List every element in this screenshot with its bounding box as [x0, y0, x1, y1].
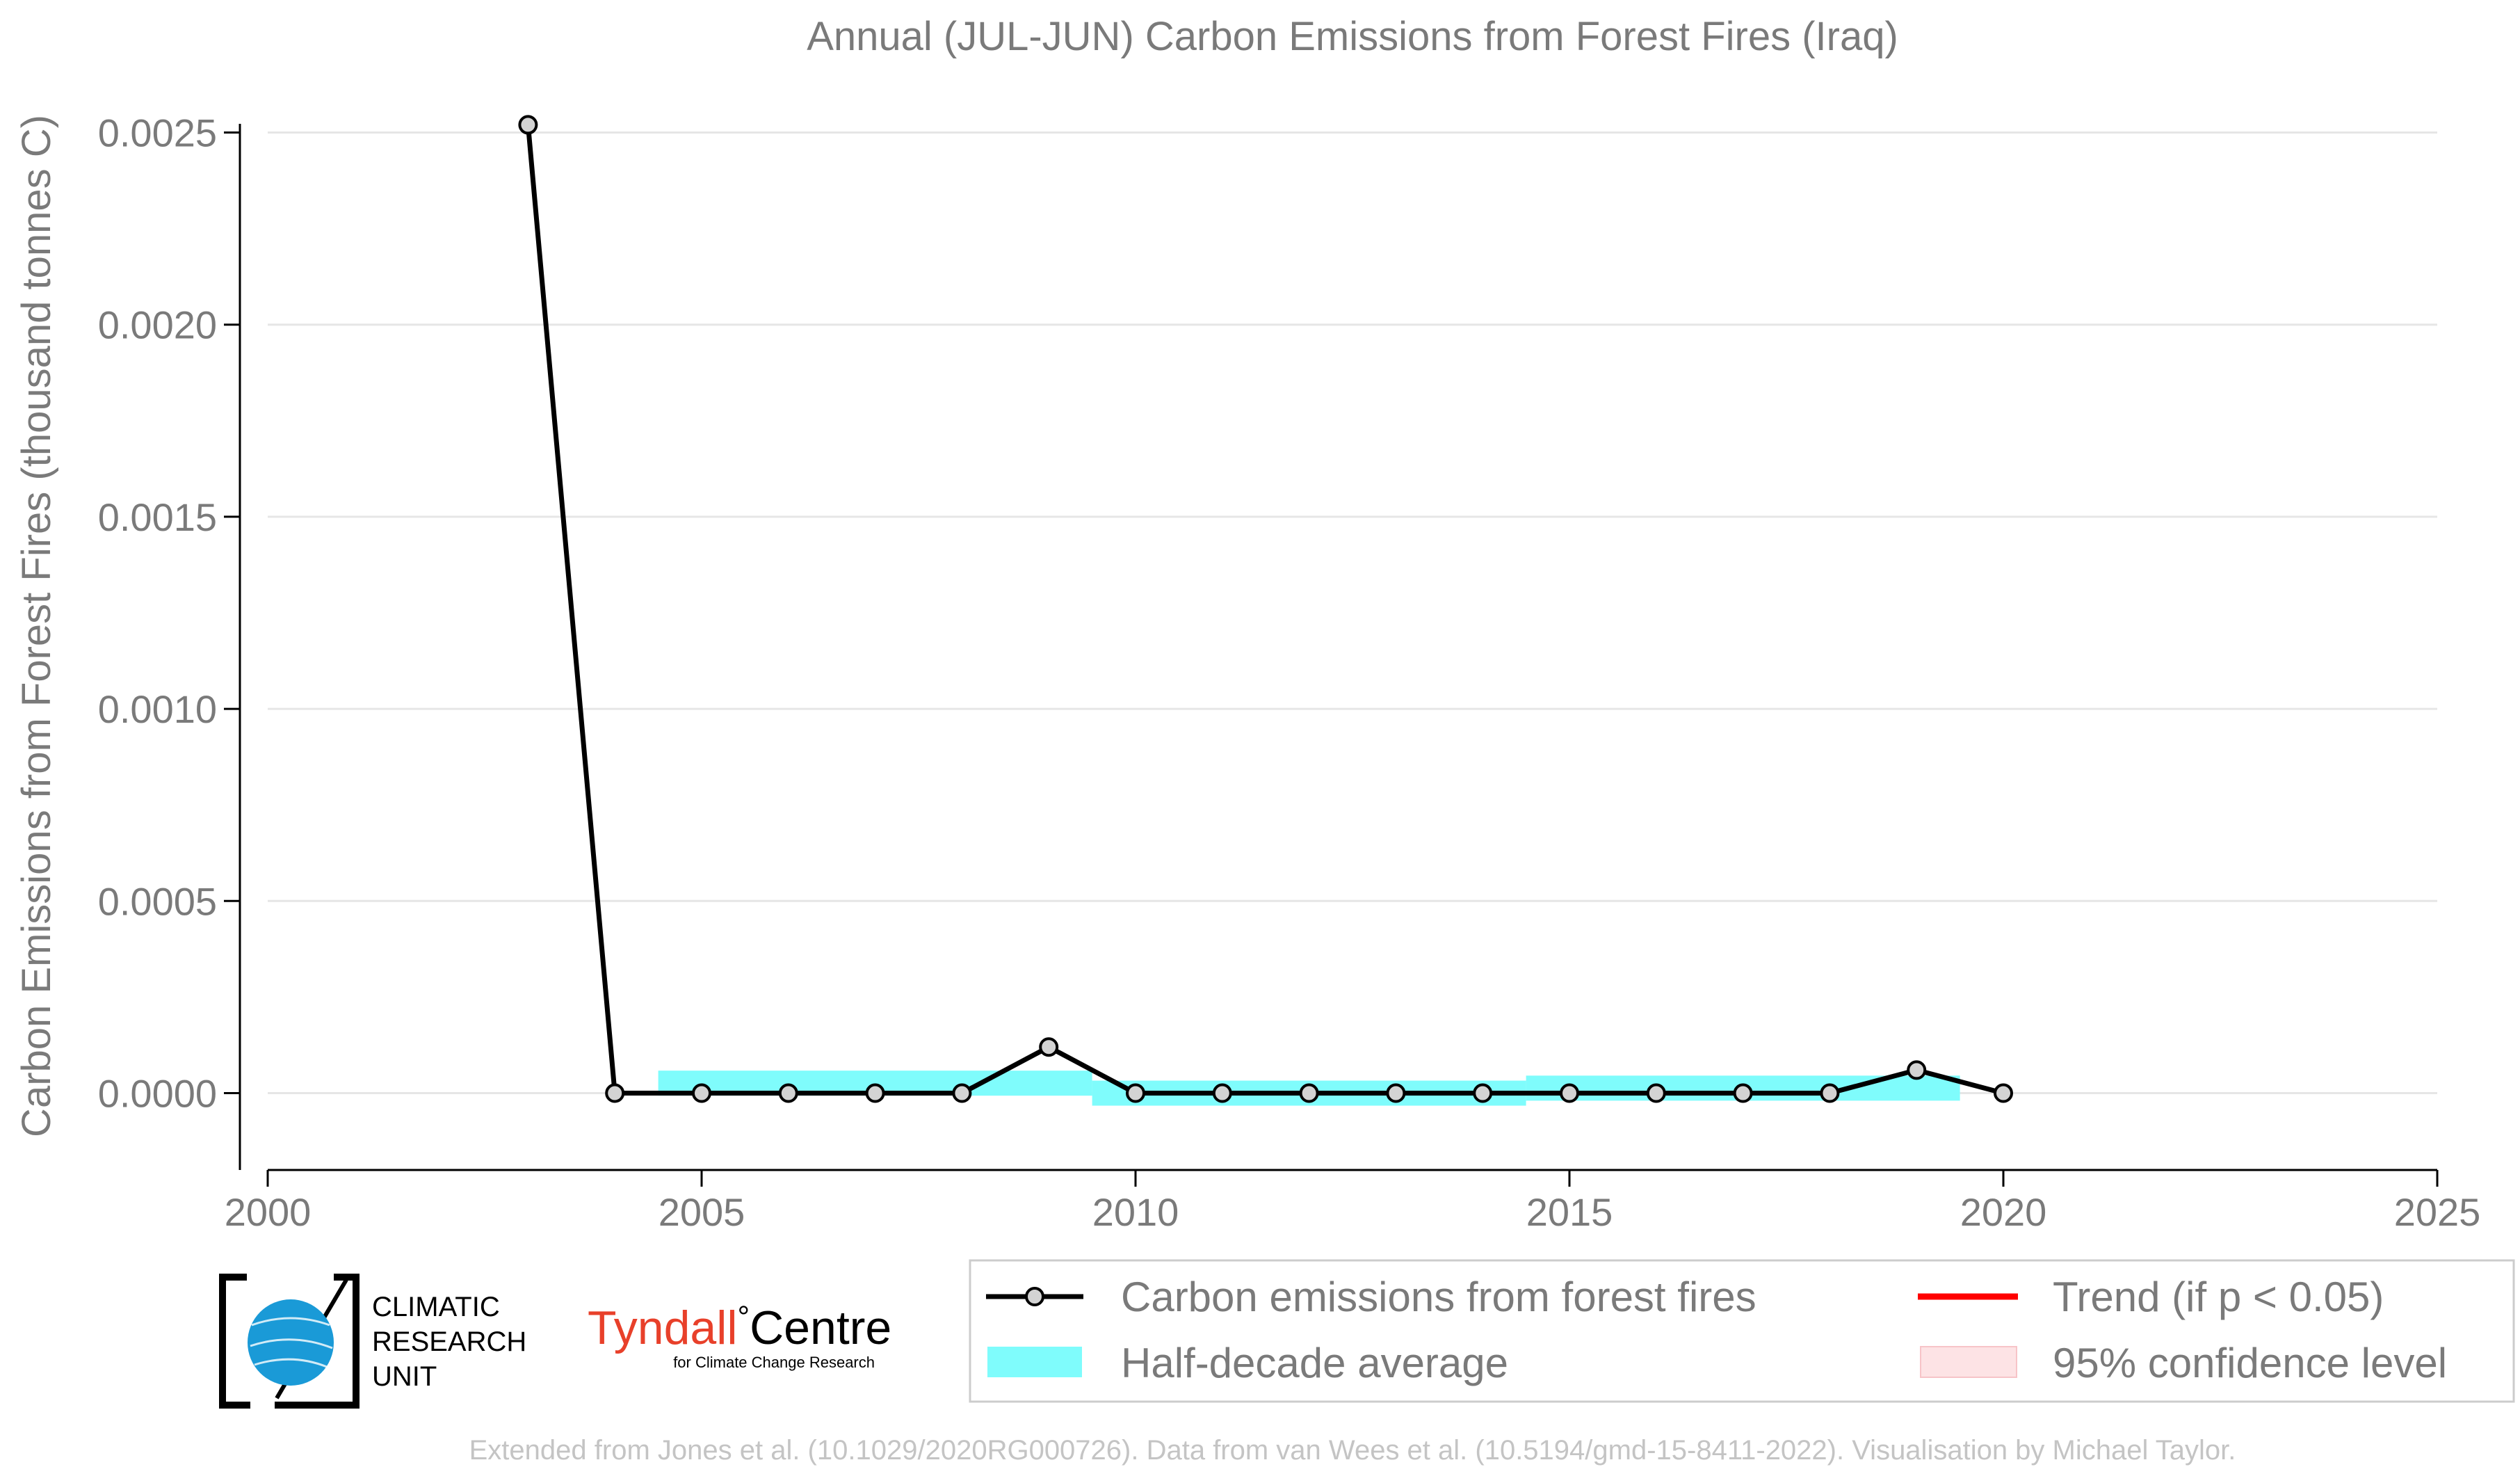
- legend-label-trend: Trend (if p < 0.05): [2053, 1274, 2384, 1320]
- x-tick-label: 2025: [2394, 1190, 2481, 1234]
- data-point: [1646, 1083, 1666, 1103]
- series-layer: [518, 115, 2013, 1103]
- tick-labels: 0.0000 0.0005 0.0010 0.0015 0.0020 0.0025 2000…: [98, 111, 2481, 1234]
- cru-logo-line3: UNIT: [372, 1361, 437, 1392]
- tyndall-logo-title: Tyndall°Centre: [588, 1300, 891, 1354]
- data-point: [1039, 1037, 1059, 1057]
- data-point: [1299, 1083, 1319, 1103]
- y-tick-label: 0.0025: [98, 111, 217, 154]
- footer-credits: Extended from Jones et al. (10.1029/2020…: [469, 1435, 2236, 1466]
- legend-label-series: Carbon emissions from forest fires: [1121, 1274, 1756, 1320]
- data-point: [1386, 1083, 1406, 1103]
- tyndall-name: Tyndall: [588, 1301, 737, 1354]
- data-point: [518, 115, 538, 135]
- data-point: [1126, 1083, 1145, 1103]
- data-point: [605, 1083, 625, 1103]
- data-point: [1473, 1083, 1493, 1103]
- y-tick-label: 0.0020: [98, 303, 217, 347]
- globe-lines: [250, 1317, 333, 1368]
- x-tick-label: 2010: [1092, 1190, 1179, 1234]
- tyndall-logo-subtitle: for Climate Change Research: [673, 1354, 875, 1371]
- y-axis-label: Carbon Emissions from Forest Fires (thou…: [14, 115, 59, 1137]
- legend-frame: [969, 1259, 2515, 1403]
- y-tick-label: 0.0005: [98, 879, 217, 923]
- legend-label-half-decade: Half-decade average: [1121, 1340, 1508, 1386]
- axes: [224, 124, 2439, 1187]
- tyndall-centre: Centre: [750, 1301, 891, 1354]
- grid-lines: [268, 131, 2437, 1095]
- x-tick-label: 2005: [659, 1190, 745, 1234]
- cru-logo-frame: [219, 1274, 360, 1409]
- legend-label-confidence: 95% confidence level: [2053, 1340, 2447, 1386]
- data-point: [692, 1083, 711, 1103]
- tyndall-degree: °: [737, 1300, 750, 1334]
- cru-logo: CLIMATIC RESEARCH UNIT: [219, 1274, 526, 1409]
- x-tick-label: 2015: [1526, 1190, 1613, 1234]
- data-point: [1994, 1083, 2013, 1103]
- data-point: [1907, 1060, 1927, 1080]
- cru-logo-line1: CLIMATIC: [372, 1292, 500, 1322]
- data-point: [778, 1083, 798, 1103]
- legend-marker-series: [1025, 1287, 1044, 1306]
- cru-logo-line2: RESEARCH: [372, 1326, 526, 1357]
- y-tick-label: 0.0015: [98, 495, 217, 539]
- y-tick-label: 0.0000: [98, 1072, 217, 1116]
- data-point: [1212, 1083, 1232, 1103]
- legend-swatch-confidence: [1920, 1346, 2017, 1378]
- data-point: [1820, 1083, 1840, 1103]
- data-point: [1560, 1083, 1579, 1103]
- series-line: [525, 125, 2004, 1096]
- tyndall-logo: Tyndall°Centre for Climate Change Resear…: [588, 1300, 891, 1371]
- legend: Carbon emissions from forest fires Trend…: [969, 1259, 2515, 1403]
- data-point: [865, 1083, 885, 1103]
- chart-title: Annual (JUL-JUN) Carbon Emissions from F…: [807, 14, 1898, 59]
- data-point: [1733, 1083, 1753, 1103]
- legend-swatch-half-decade: [987, 1347, 1082, 1377]
- x-tick-label: 2020: [1960, 1190, 2047, 1234]
- x-tick-label: 2000: [225, 1190, 312, 1234]
- y-tick-label: 0.0010: [98, 687, 217, 731]
- data-point: [952, 1083, 972, 1103]
